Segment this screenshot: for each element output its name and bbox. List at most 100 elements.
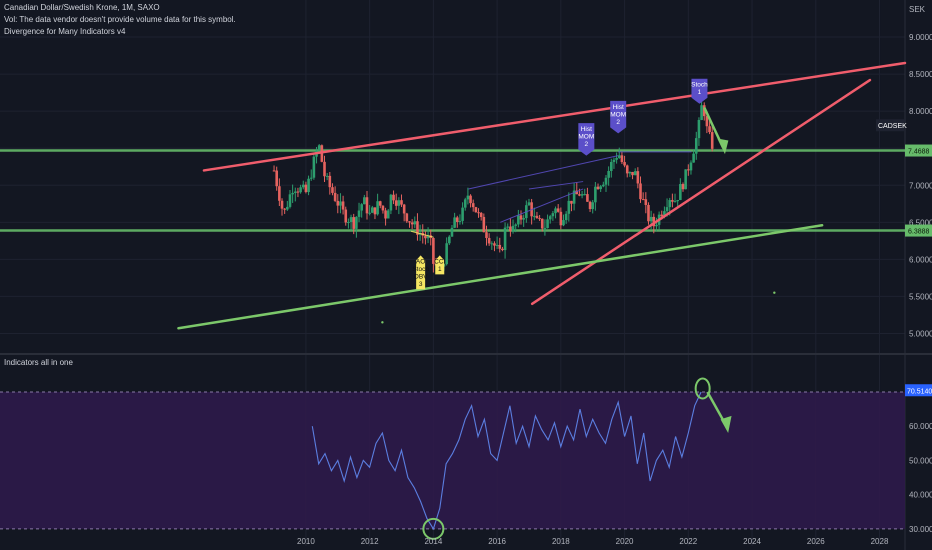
rsi-y-tick-label: 40.0000 (909, 491, 932, 500)
candle-body (705, 116, 709, 127)
currency-label: SEK (909, 5, 926, 14)
candle-body (410, 222, 414, 225)
candle-body (363, 197, 366, 205)
candle-body (559, 211, 563, 226)
candle-body (586, 194, 589, 202)
candle-body (583, 194, 587, 196)
x-tick-label: 2014 (424, 537, 442, 546)
x-tick-label: 2026 (807, 537, 825, 546)
candle-body (679, 184, 682, 201)
candle-body (408, 221, 411, 223)
annotation-text: Hist (613, 104, 624, 111)
candle-body (355, 216, 358, 229)
candle-body (378, 201, 382, 206)
x-tick-label: 2016 (488, 537, 506, 546)
divergence-line (528, 181, 584, 190)
candle-body (535, 215, 539, 219)
candle-body (546, 219, 549, 229)
candle-body (623, 162, 626, 166)
candle-body (671, 200, 674, 202)
trendline (177, 224, 824, 330)
trendlines[interactable] (177, 61, 907, 330)
candle-body (352, 217, 356, 229)
candle-body (594, 186, 597, 203)
candle-body (564, 213, 568, 221)
candle-body (400, 200, 403, 205)
annotation-text: AO (416, 258, 425, 265)
candle-body (283, 208, 286, 210)
candle-body (506, 226, 510, 228)
annotation-text: 2 (585, 141, 589, 148)
level-tag (905, 144, 932, 157)
candle-body (336, 200, 340, 206)
candle-body (432, 238, 435, 264)
candle-body (413, 221, 417, 225)
candle-body (471, 203, 475, 208)
candle-body (291, 192, 294, 195)
candle-body (596, 186, 600, 190)
candle-body (710, 132, 714, 149)
candle-body (509, 226, 512, 232)
x-tick-label: 2022 (679, 537, 697, 546)
candle-body (458, 220, 462, 222)
candle-body (660, 214, 664, 217)
rsi-arrow-head (720, 415, 732, 434)
annotation-label (578, 123, 595, 156)
candle-body (641, 199, 645, 201)
candle-body (631, 171, 634, 176)
candle-body (636, 171, 640, 184)
hand-markup (381, 106, 776, 540)
annotation-text: MOM (610, 111, 626, 118)
candle-body (532, 215, 536, 217)
x-tick-label: 2020 (616, 537, 634, 546)
axes: SEK9.00008.50008.00007.50007.00006.50006… (297, 5, 932, 546)
candle-body (655, 224, 658, 227)
annotation-text: Stoch (691, 82, 708, 89)
y-tick-label: 9.0000 (909, 33, 932, 42)
candle-body (474, 207, 478, 213)
candle-body (466, 195, 470, 200)
candle-body (339, 201, 342, 206)
candle-body (384, 210, 387, 219)
candle-body (389, 194, 393, 211)
annotation-text: 3 (419, 281, 423, 288)
candle-body (381, 205, 385, 211)
candle-body (538, 218, 541, 220)
candle-body (692, 153, 695, 163)
candle-body (567, 200, 571, 214)
candle-body (280, 200, 284, 209)
candle-body (503, 227, 507, 251)
annotation-text: MOM (578, 134, 594, 141)
candle-body (450, 227, 454, 237)
candle-body (617, 155, 621, 158)
candle-body (697, 119, 701, 139)
candle-body (554, 208, 557, 214)
rsi-value-tag (905, 384, 932, 397)
level-tag-text: 6.3888 (908, 229, 930, 236)
y-tick-label: 6.0000 (909, 255, 932, 264)
candle-body (543, 228, 547, 230)
candles (272, 98, 714, 274)
volume-note: Vol: The data vendor doesn't provide vol… (4, 15, 236, 24)
candle-body (514, 224, 518, 226)
candle-body (663, 211, 666, 217)
candle-body (490, 243, 494, 245)
candle-body (495, 244, 499, 246)
candle-body (347, 221, 350, 223)
candle-body (463, 199, 467, 208)
candle-body (708, 126, 711, 133)
candle-body (424, 235, 427, 239)
candle-body (702, 105, 706, 117)
candle-body (625, 165, 629, 174)
candle-body (673, 201, 677, 203)
candle-body (312, 156, 316, 178)
candle-body (416, 221, 419, 235)
candle-body (445, 243, 448, 265)
chart-title: Canadian Dollar/Swedish Krone, 1M, SAXO (4, 3, 160, 12)
candle-body (588, 201, 592, 210)
annotation-text: 1 (698, 89, 702, 96)
divergence-line (468, 155, 619, 190)
candle-body (540, 218, 544, 229)
